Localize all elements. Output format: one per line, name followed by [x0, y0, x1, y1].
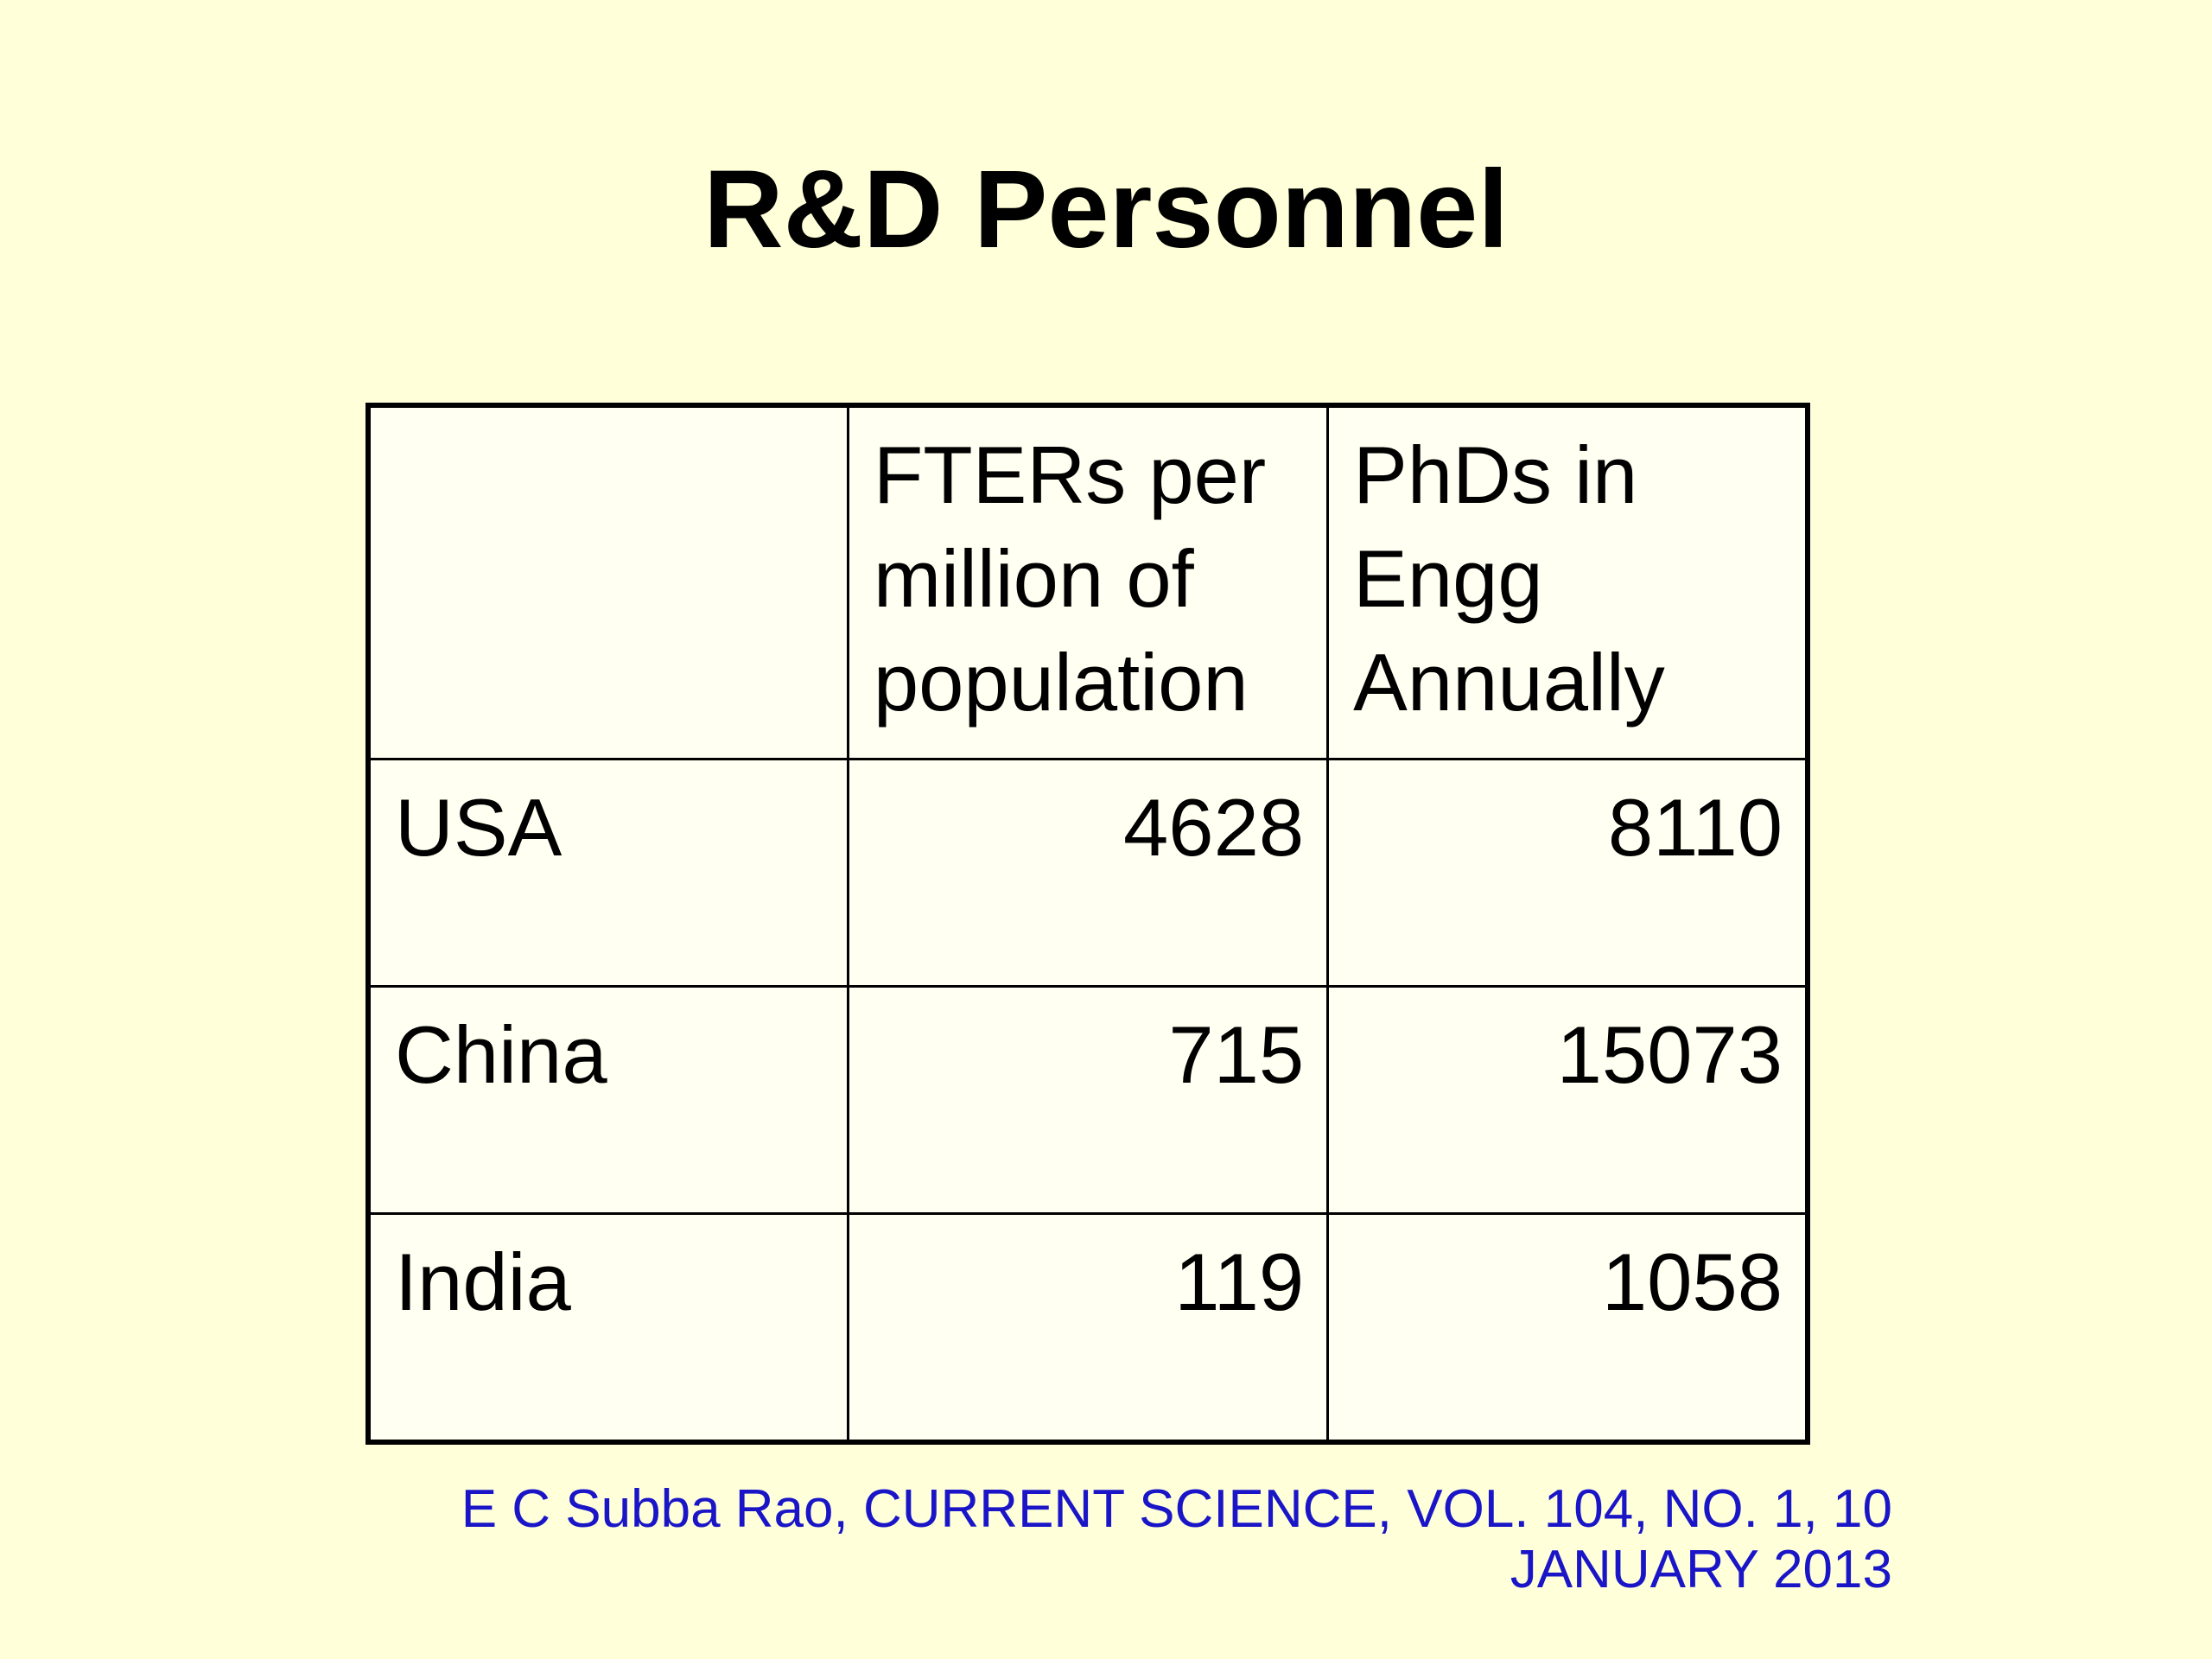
country-cell: India	[366, 1212, 849, 1444]
slide-title: R&D Personnel	[703, 148, 1509, 271]
citation-line-1: E C Subba Rao, CURRENT SCIENCE, VOL. 104…	[461, 1479, 1892, 1539]
citation-line-2: JANUARY 2013	[1510, 1540, 1892, 1599]
header-cell-phds: PhDs in Engg Annually	[1326, 404, 1809, 760]
phds-cell: 15073	[1326, 985, 1809, 1215]
table-row: USA 4628 8110	[366, 758, 1809, 988]
citation: E C Subba Rao, CURRENT SCIENCE, VOL. 104…	[337, 1479, 1892, 1600]
table-row: India 119 1058	[366, 1212, 1809, 1444]
phds-value: 8110	[1607, 782, 1783, 873]
data-table: FTERs per million of population PhDs in …	[365, 403, 1810, 1445]
country-cell: China	[366, 985, 849, 1215]
phds-value: 1058	[1601, 1236, 1783, 1327]
country-label: China	[395, 1009, 607, 1100]
country-label: USA	[395, 782, 563, 873]
header-phds-label: PhDs in Engg Annually	[1353, 429, 1665, 728]
phds-cell: 8110	[1326, 758, 1809, 988]
table-header-row: FTERs per million of population PhDs in …	[366, 404, 1809, 760]
phds-cell: 1058	[1326, 1212, 1809, 1444]
fters-cell: 119	[846, 1212, 1330, 1444]
header-cell-empty	[366, 404, 849, 760]
table-row: China 715 15073	[366, 985, 1809, 1215]
country-label: India	[395, 1236, 571, 1327]
fters-cell: 4628	[846, 758, 1330, 988]
country-cell: USA	[366, 758, 849, 988]
header-cell-fters: FTERs per million of population	[846, 404, 1330, 760]
header-fters-label: FTERs per million of population	[873, 429, 1267, 728]
fters-value: 119	[1174, 1236, 1305, 1327]
phds-value: 15073	[1556, 1009, 1783, 1100]
fters-value: 715	[1168, 1009, 1305, 1100]
fters-value: 4628	[1123, 782, 1305, 873]
fters-cell: 715	[846, 985, 1330, 1215]
